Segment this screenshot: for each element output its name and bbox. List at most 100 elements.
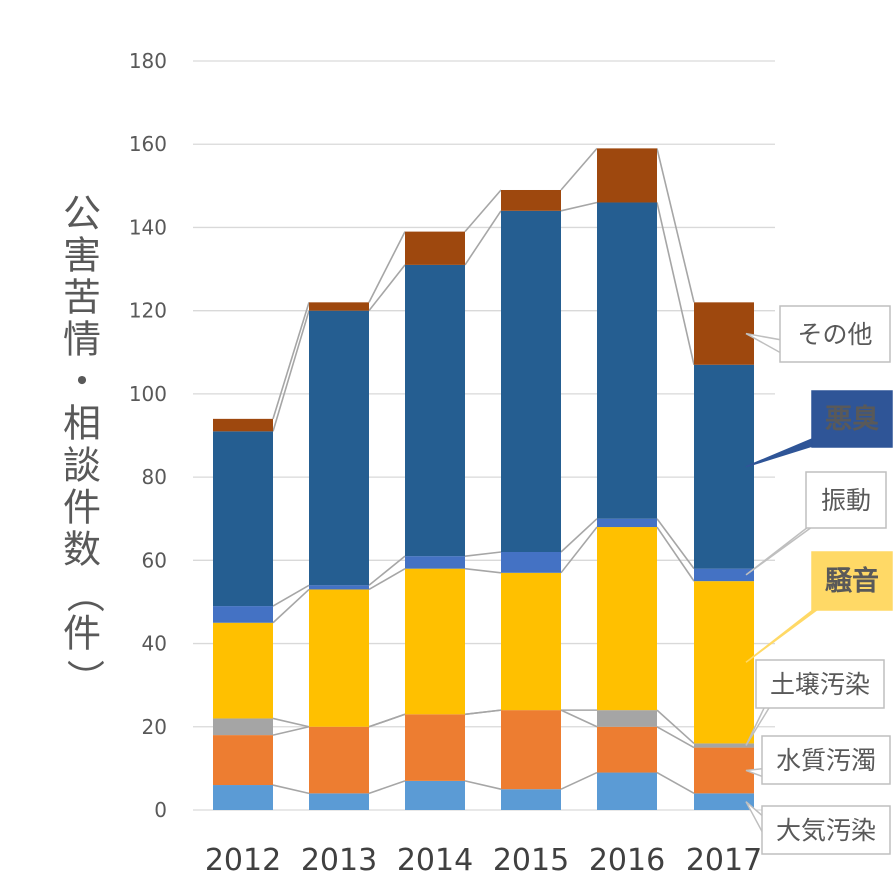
bar-segment-2013-0 xyxy=(309,793,369,810)
legend-label: 悪臭 xyxy=(825,404,879,435)
series-connector-lines xyxy=(272,147,695,795)
connector-line xyxy=(272,784,310,795)
bar-segment-2016-3 xyxy=(597,527,657,711)
bar-segment-2016-2 xyxy=(597,710,657,727)
bar-segment-2014-0 xyxy=(405,780,465,810)
connector-line xyxy=(272,584,310,607)
bar-segment-2017-5 xyxy=(694,364,754,569)
bar-segment-2015-0 xyxy=(501,789,561,810)
bar-segment-2014-6 xyxy=(405,231,465,265)
connector-line xyxy=(272,717,310,728)
connector-line xyxy=(272,588,310,624)
connector-line xyxy=(368,555,406,586)
bar-segment-2016-4 xyxy=(597,518,657,528)
connector-line xyxy=(560,771,598,790)
y-axis-label-char: 件 xyxy=(63,612,101,656)
legend-label: 騒音 xyxy=(825,565,879,597)
legend-label: 振動 xyxy=(821,486,871,515)
bar-segment-2015-3 xyxy=(501,572,561,711)
connector-line xyxy=(656,771,695,795)
y-axis-label-char: 公 xyxy=(63,192,101,236)
bar-segment-2013-3 xyxy=(309,589,369,727)
bar-segment-2015-4 xyxy=(501,552,561,573)
y-axis-label-char: （ xyxy=(63,575,107,613)
x-tick-label: 2015 xyxy=(493,843,569,878)
y-tick-label: 180 xyxy=(129,49,167,73)
bar-segment-2017-1 xyxy=(694,747,754,794)
connector-line xyxy=(368,264,406,312)
y-tick-label: 100 xyxy=(129,382,167,406)
bar-segment-2017-6 xyxy=(694,302,754,365)
y-axis-label-char: ） xyxy=(63,659,107,697)
bar-segment-2014-5 xyxy=(405,264,465,557)
y-tick-label: 20 xyxy=(142,715,167,739)
connector-line xyxy=(656,709,695,745)
y-axis-label-char: 数 xyxy=(63,528,101,572)
y-tick-label: 40 xyxy=(142,632,167,656)
connector-line xyxy=(656,726,695,749)
legend-label: 大気汚染 xyxy=(776,816,876,845)
callout-box xyxy=(811,390,893,448)
legend-label: 土壌汚染 xyxy=(770,670,870,699)
bar-segment-2015-6 xyxy=(501,189,561,211)
y-axis-label-char: 談 xyxy=(63,444,101,488)
x-tick-label: 2012 xyxy=(205,843,281,878)
connector-line xyxy=(464,189,502,233)
connector-line xyxy=(656,148,695,303)
bar-segment-2012-3 xyxy=(213,622,273,719)
connector-line xyxy=(368,567,406,591)
y-tick-label: 60 xyxy=(142,548,167,572)
bar-segment-2013-4 xyxy=(309,585,369,590)
x-tick-label: 2013 xyxy=(301,843,377,878)
bar-segment-2017-0 xyxy=(694,793,754,810)
y-tick-label: 120 xyxy=(129,299,167,323)
bar-segment-2012-4 xyxy=(213,606,273,623)
connector-line xyxy=(560,709,598,728)
bar-segment-2012-1 xyxy=(213,735,273,786)
bar-segment-2017-4 xyxy=(694,568,754,582)
connector-line xyxy=(272,302,310,420)
connector-line xyxy=(560,147,598,191)
connector-line xyxy=(368,713,406,728)
bar-segment-2012-5 xyxy=(213,431,273,607)
bar-segment-2014-3 xyxy=(405,568,465,715)
y-axis-label-char: 苦 xyxy=(63,276,101,320)
bar-segment-2014-1 xyxy=(405,714,465,781)
connector-line xyxy=(464,780,502,790)
connector-line xyxy=(368,780,406,795)
y-tick-label: 80 xyxy=(142,465,167,489)
bar-segment-2013-1 xyxy=(309,726,369,794)
connector-line xyxy=(368,231,406,303)
callout-box xyxy=(811,551,893,611)
connector-line xyxy=(272,310,310,432)
y-axis-label-char: ・ xyxy=(63,360,101,404)
callout-box xyxy=(805,471,887,529)
x-tick-label: 2017 xyxy=(686,843,762,878)
x-tick-label: 2014 xyxy=(397,843,473,878)
connector-line xyxy=(272,725,310,736)
bar-segment-2013-6 xyxy=(309,302,369,311)
connector-line xyxy=(560,526,598,574)
legend-label: その他 xyxy=(797,320,872,349)
bar-segment-2012-6 xyxy=(213,418,273,432)
bar-segment-2012-2 xyxy=(213,718,273,736)
bar-segment-2016-6 xyxy=(597,148,657,203)
bar-segment-2012-0 xyxy=(213,785,273,810)
bars xyxy=(213,148,754,810)
bar-segment-2014-4 xyxy=(405,556,465,569)
connector-line xyxy=(464,709,502,716)
bar-segment-2016-5 xyxy=(597,202,657,519)
bar-segment-2015-5 xyxy=(501,210,561,553)
connector-line xyxy=(560,518,598,553)
bar-segment-2013-5 xyxy=(309,310,369,586)
callout-box xyxy=(761,735,891,785)
callout-box xyxy=(755,659,885,709)
gridlines xyxy=(193,60,775,811)
y-axis-ticks: 0 20 40 60 80 100 120 140 160 180 xyxy=(129,49,167,822)
series-callout-labels: 大気汚染 水質汚濁 土壌汚染 騒音 振動 悪臭 その他 xyxy=(745,305,893,855)
bar-segment-2017-2 xyxy=(694,743,754,748)
y-axis-label-char: 相 xyxy=(63,402,101,446)
bar-segment-2017-3 xyxy=(694,581,754,744)
